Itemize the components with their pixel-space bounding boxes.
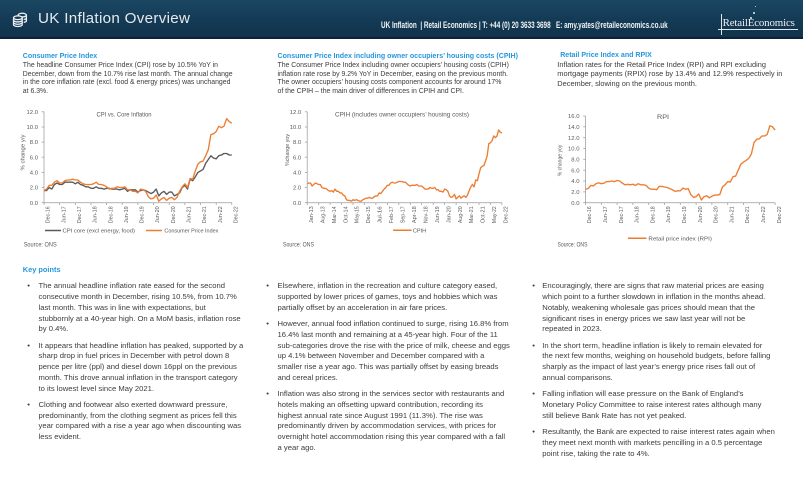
svg-text:Dec-18: Dec-18 — [108, 206, 114, 223]
svg-text:Dec-17: Dec-17 — [619, 206, 625, 223]
svg-text:Oct-14: Oct-14 — [343, 206, 349, 223]
svg-text:Jun-22: Jun-22 — [218, 206, 224, 223]
svg-text:CPIH (includes owner occupiers: CPIH (includes owner occupiers’ housing … — [335, 112, 469, 119]
svg-text:Consumer Price Index: Consumer Price Index — [164, 229, 218, 235]
svg-text:May-15: May-15 — [355, 206, 361, 223]
svg-text:10.0: 10.0 — [290, 125, 302, 131]
svg-text:Aug-20: Aug-20 — [458, 206, 464, 223]
svg-text:Dec-22: Dec-22 — [777, 206, 783, 223]
svg-text:Dec-21: Dec-21 — [745, 206, 751, 223]
svg-text:Dec-16: Dec-16 — [587, 206, 593, 223]
svg-text:Jun-17: Jun-17 — [603, 206, 609, 223]
svg-text:Source: ONS: Source: ONS — [24, 242, 57, 249]
svg-text:Jul-16: Jul-16 — [378, 206, 384, 224]
svg-text:Source: ONS: Source: ONS — [283, 242, 314, 249]
svg-text:Jun-19: Jun-19 — [666, 206, 672, 223]
svg-text:2.0: 2.0 — [30, 186, 39, 192]
svg-text:6.0: 6.0 — [293, 155, 302, 161]
svg-text:Mar-14: Mar-14 — [332, 206, 338, 223]
svg-text:Dec-17: Dec-17 — [77, 206, 83, 223]
svg-text:Jan-20: Jan-20 — [446, 206, 452, 223]
svg-text:16.0: 16.0 — [568, 114, 580, 120]
svg-text:10.0: 10.0 — [568, 147, 580, 153]
svg-text:CPI core (excl energy, food): CPI core (excl energy, food) — [63, 229, 136, 235]
svg-text:Jun-19: Jun-19 — [435, 206, 441, 223]
svg-text:Jun-22: Jun-22 — [761, 206, 767, 223]
svg-text:% change yoy: % change yoy — [558, 145, 564, 177]
svg-text:Nov-18: Nov-18 — [423, 206, 429, 223]
svg-text:Mar-21: Mar-21 — [469, 206, 475, 223]
svg-text:Aug-13: Aug-13 — [320, 206, 326, 223]
svg-text:2.0: 2.0 — [571, 190, 580, 196]
svg-text:0.0: 0.0 — [30, 201, 39, 207]
svg-text:Dec-20: Dec-20 — [171, 206, 177, 223]
svg-text:Dec-19: Dec-19 — [682, 206, 688, 223]
svg-text:Dec-22: Dec-22 — [504, 206, 510, 223]
svg-text:Dec-20: Dec-20 — [714, 206, 720, 223]
svg-text:Jun-21: Jun-21 — [187, 206, 193, 223]
svg-text:% change y/y: % change y/y — [21, 134, 27, 170]
svg-text:4.0: 4.0 — [293, 171, 302, 177]
svg-text:Jun-20: Jun-20 — [698, 206, 704, 223]
svg-text:Oct-21: Oct-21 — [481, 206, 487, 223]
svg-text:Dec-19: Dec-19 — [140, 206, 146, 223]
svg-text:12.0: 12.0 — [27, 110, 39, 116]
svg-text:14.0: 14.0 — [568, 125, 580, 131]
svg-text:0.0: 0.0 — [571, 201, 580, 207]
svg-text:Jun-19: Jun-19 — [124, 206, 130, 223]
svg-text:4.0: 4.0 — [571, 179, 580, 185]
svg-text:Jan-13: Jan-13 — [309, 206, 315, 223]
svg-text:10.0: 10.0 — [27, 125, 39, 131]
svg-text:Source: ONS: Source: ONS — [558, 242, 588, 249]
svg-text:6.0: 6.0 — [571, 168, 580, 174]
svg-text:Jun-17: Jun-17 — [61, 206, 67, 223]
svg-text:%change yoy: %change yoy — [285, 134, 291, 166]
svg-text:Jun-21: Jun-21 — [729, 206, 735, 223]
svg-text:Dec-16: Dec-16 — [46, 206, 52, 223]
svg-text:8.0: 8.0 — [571, 157, 580, 163]
svg-text:RPI: RPI — [657, 114, 669, 121]
svg-text:Dec-21: Dec-21 — [202, 206, 208, 223]
svg-text:Apr-18: Apr-18 — [412, 206, 418, 223]
svg-text:Feb-17: Feb-17 — [389, 206, 395, 223]
svg-text:6.0: 6.0 — [30, 155, 39, 161]
svg-text:Dec-15: Dec-15 — [366, 206, 372, 223]
svg-text:0.0: 0.0 — [293, 201, 302, 207]
svg-text:Dec-18: Dec-18 — [650, 206, 656, 223]
svg-text:Dec-22: Dec-22 — [234, 206, 240, 223]
svg-text:8.0: 8.0 — [293, 140, 302, 146]
svg-text:4.0: 4.0 — [30, 171, 39, 177]
svg-text:12.0: 12.0 — [290, 110, 302, 116]
svg-text:8.0: 8.0 — [30, 140, 39, 146]
svg-text:May-22: May-22 — [492, 206, 498, 223]
svg-text:Retail price index (RPI): Retail price index (RPI) — [648, 237, 712, 243]
svg-text:12.0: 12.0 — [568, 136, 580, 142]
svg-text:Sep-17: Sep-17 — [401, 206, 407, 223]
svg-text:Jun-18: Jun-18 — [93, 206, 99, 223]
svg-text:2.0: 2.0 — [293, 186, 302, 192]
svg-text:CPI vs. Core Inflation: CPI vs. Core Inflation — [97, 112, 153, 119]
svg-text:Jun-20: Jun-20 — [155, 206, 161, 223]
svg-text:CPIH: CPIH — [413, 229, 426, 235]
svg-text:Jun-18: Jun-18 — [635, 206, 641, 223]
